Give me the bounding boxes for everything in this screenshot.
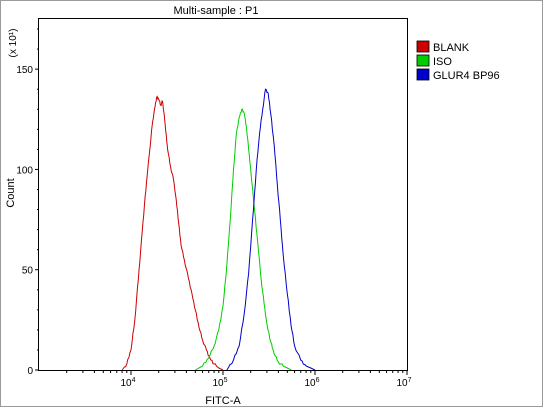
y-tick-label: 100 bbox=[16, 165, 33, 176]
series-line-blank bbox=[121, 95, 224, 371]
legend-label: ISO bbox=[433, 56, 452, 68]
y-tick-label: 50 bbox=[22, 266, 34, 277]
x-tick-label: 107 bbox=[396, 377, 411, 389]
legend-swatch bbox=[416, 54, 430, 67]
legend-label: GLUR4 BP96 bbox=[433, 70, 500, 82]
y-tick-label: 150 bbox=[16, 65, 33, 76]
x-tick-label-base: 10 bbox=[304, 378, 316, 389]
x-tick-label-base: 10 bbox=[212, 378, 224, 389]
x-tick-label-exponent: 7 bbox=[408, 377, 412, 384]
histogram-curves bbox=[121, 88, 316, 371]
chart-title: Multi-sample : P1 bbox=[174, 5, 259, 17]
y-tick-label: 0 bbox=[27, 366, 33, 377]
x-tick-label-base: 10 bbox=[396, 378, 408, 389]
x-axis-label: FITC-A bbox=[205, 395, 241, 407]
series-line-glur4-bp96 bbox=[226, 88, 316, 371]
x-tick-label: 106 bbox=[304, 377, 319, 389]
x-tick-label-base: 10 bbox=[120, 378, 132, 389]
series-line-iso bbox=[195, 108, 292, 371]
plot-frame bbox=[38, 18, 408, 371]
legend-swatch bbox=[416, 40, 430, 53]
legend: BLANK ISO GLUR4 BP96 bbox=[416, 40, 500, 82]
x-tick-label-exponent: 6 bbox=[316, 377, 320, 384]
x-tick-label-exponent: 4 bbox=[132, 377, 136, 384]
legend-swatch bbox=[416, 68, 430, 81]
legend-label: BLANK bbox=[433, 42, 470, 54]
x-tick-label: 105 bbox=[212, 377, 227, 389]
x-tick-label-exponent: 5 bbox=[224, 377, 228, 384]
y-axis-multiplier: (x 10¹) bbox=[8, 29, 19, 58]
x-tick-label: 104 bbox=[120, 377, 135, 389]
y-axis-label: Count bbox=[5, 178, 17, 207]
